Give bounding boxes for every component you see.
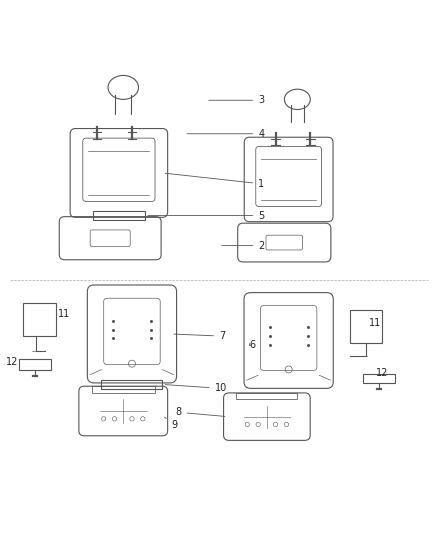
- Bar: [93, 211, 145, 220]
- Bar: [23, 303, 56, 336]
- Text: 2: 2: [222, 240, 265, 251]
- Bar: [237, 393, 297, 400]
- Text: 12: 12: [376, 368, 388, 378]
- Text: 6: 6: [250, 340, 256, 350]
- Text: 10: 10: [165, 383, 227, 393]
- Text: 7: 7: [174, 331, 225, 341]
- Text: 3: 3: [209, 95, 264, 105]
- Text: 9: 9: [165, 417, 177, 430]
- Text: 12: 12: [6, 357, 18, 367]
- Bar: [350, 310, 382, 343]
- Bar: [363, 374, 395, 383]
- Text: 11: 11: [58, 309, 70, 319]
- Text: 1: 1: [165, 173, 264, 189]
- Bar: [92, 386, 155, 393]
- Text: 11: 11: [369, 318, 381, 328]
- Text: 5: 5: [148, 211, 265, 221]
- Bar: [19, 359, 51, 370]
- Bar: [102, 379, 162, 389]
- Text: 8: 8: [176, 407, 225, 417]
- Text: 4: 4: [187, 129, 264, 139]
